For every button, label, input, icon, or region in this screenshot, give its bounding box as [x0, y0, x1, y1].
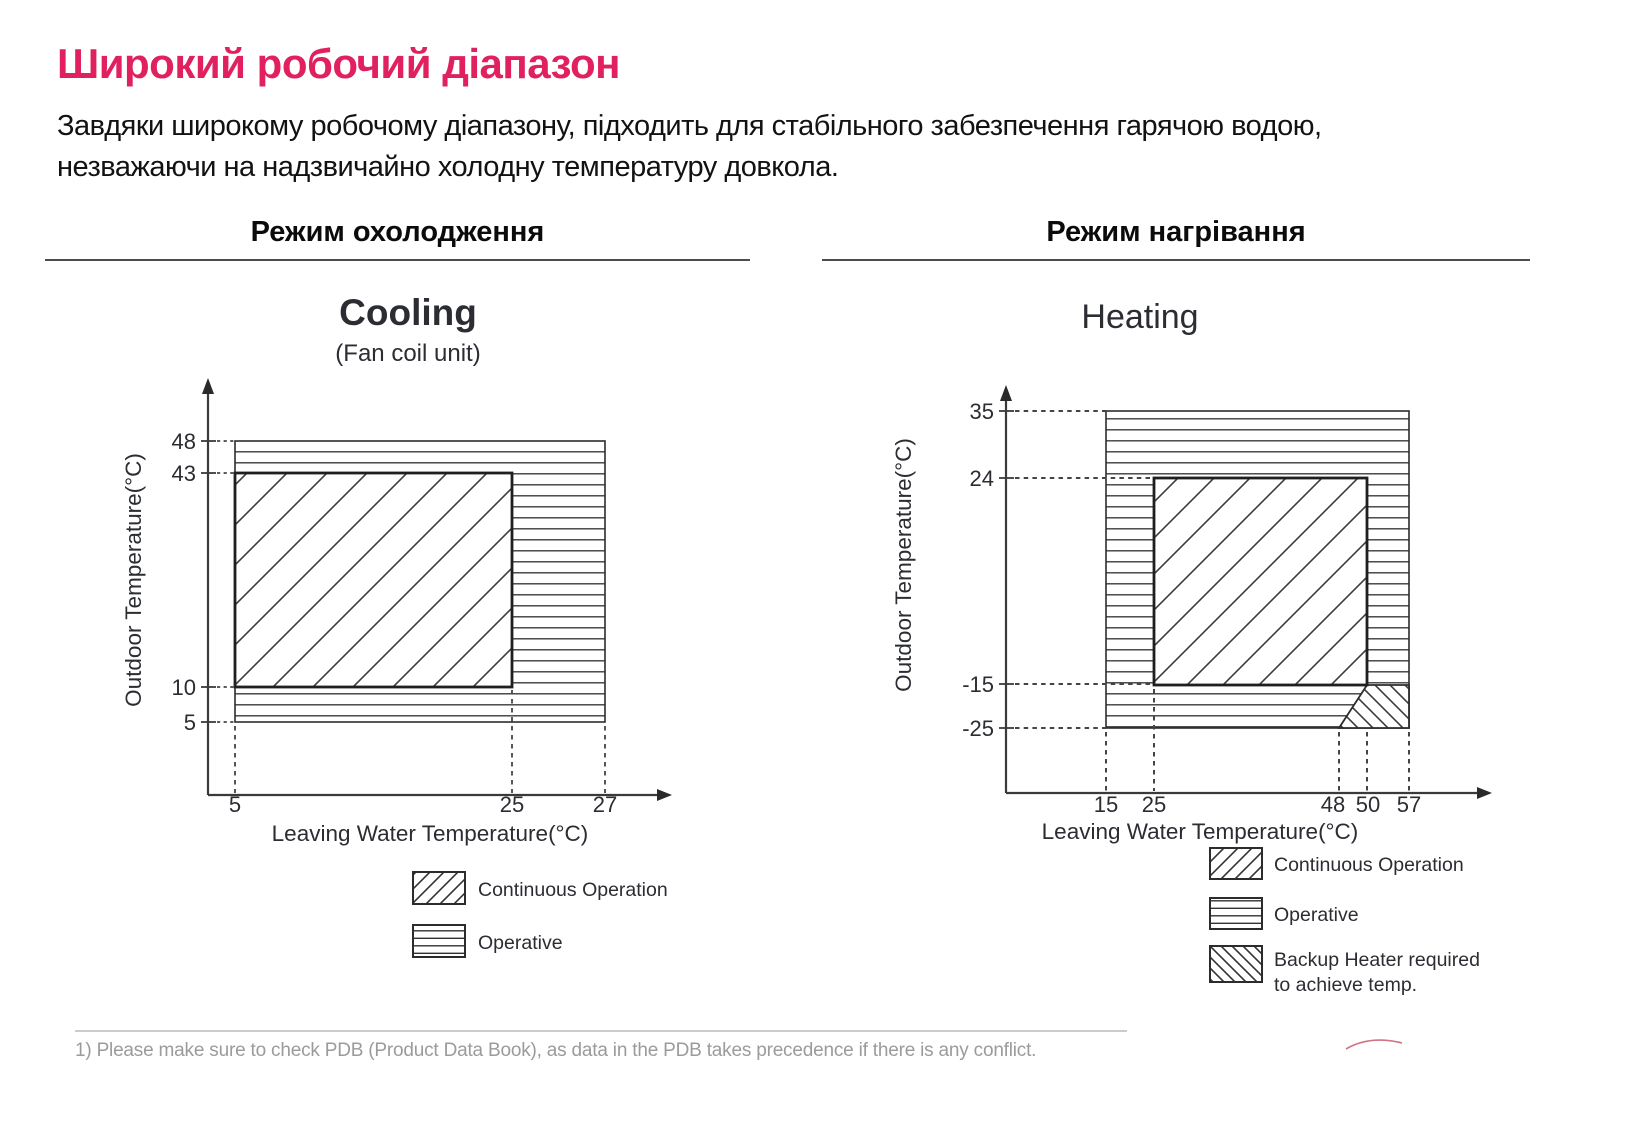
heating-chart: Heating	[891, 298, 1492, 996]
cooling-y-ticks	[201, 440, 216, 723]
heating-x-axis-label: Leaving Water Temperature(°C)	[1042, 819, 1359, 844]
cooling-xtick-5: 5	[229, 792, 241, 817]
heating-xtick-25: 25	[1142, 792, 1166, 817]
cooling-legend-operative-label: Operative	[478, 932, 563, 954]
heating-legend-continuous-label: Continuous Operation	[1274, 854, 1464, 876]
heating-legend-backup-label-line2: to achieve temp.	[1274, 974, 1417, 996]
heating-ytick-m15: -15	[962, 672, 994, 697]
cooling-x-axis-label: Leaving Water Temperature(°C)	[272, 821, 589, 846]
heating-ytick-35: 35	[970, 399, 994, 424]
cooling-ytick-48: 48	[172, 429, 196, 454]
cooling-chart: Cooling (Fan coil unit) 48 43 1	[121, 292, 672, 958]
heating-xtick-48: 48	[1321, 792, 1345, 817]
cooling-y-axis-arrow-icon	[202, 378, 214, 394]
cooling-continuous-region	[233, 471, 514, 689]
heating-y-axis-arrow-icon	[1000, 385, 1012, 401]
footnote: 1) Please make sure to check PDB (Produc…	[75, 1030, 1127, 1062]
cooling-ytick-10: 10	[172, 675, 196, 700]
heating-backup-region	[1337, 684, 1410, 729]
cooling-ytick-43: 43	[172, 461, 196, 486]
page-title: Широкий робочий діапазон	[57, 40, 621, 87]
heating-ytick-m25: -25	[962, 716, 994, 741]
intro-line-1: Завдяки широкому робочому діапазону, під…	[57, 110, 1322, 142]
cooling-y-axis-label: Outdoor Temperature(°C)	[121, 453, 146, 707]
heating-continuous-region	[1152, 476, 1369, 687]
heating-legend-backup-swatch	[1209, 945, 1263, 983]
swoosh-decoration	[1345, 1039, 1403, 1050]
intro-paragraph: Завдяки широкому робочому діапазону, під…	[57, 106, 1322, 188]
heating-xtick-15: 15	[1094, 792, 1118, 817]
cooling-xtick-25: 25	[500, 792, 524, 817]
cooling-xtick-27: 27	[593, 792, 617, 817]
heating-x-leaders	[1105, 689, 1410, 791]
heating-xtick-50: 50	[1356, 792, 1380, 817]
heating-legend-operative-swatch	[1209, 897, 1263, 930]
cooling-legend-continuous-label: Continuous Operation	[478, 879, 668, 901]
heating-mode-header: Режим нагрівання	[822, 216, 1530, 261]
heating-legend-backup-label-line1: Backup Heater required	[1274, 949, 1480, 971]
cooling-mode-header: Режим охолодження	[45, 216, 750, 261]
heating-y-axis-label: Outdoor Temperature(°C)	[891, 438, 916, 692]
intro-line-2: незважаючи на надзвичайно холодну темпер…	[57, 151, 839, 184]
cooling-subtitle: (Fan coil unit)	[335, 340, 480, 367]
heating-y-leaders	[1015, 410, 1152, 729]
heating-legend-continuous-swatch	[1209, 847, 1263, 880]
cooling-y-leaders	[217, 440, 235, 723]
cooling-legend-continuous-swatch	[412, 871, 466, 905]
cooling-x-axis-arrow-icon	[657, 789, 672, 801]
heating-xtick-57: 57	[1397, 792, 1421, 817]
cooling-ytick-5: 5	[184, 710, 196, 735]
heating-title: Heating	[1081, 298, 1198, 336]
heating-legend-operative-label: Operative	[1274, 904, 1359, 926]
heating-y-ticks	[999, 410, 1014, 729]
cooling-legend-operative-swatch	[412, 924, 466, 958]
heating-ytick-24: 24	[970, 466, 994, 491]
cooling-title: Cooling	[339, 292, 477, 333]
heating-x-axis-arrow-icon	[1477, 787, 1492, 799]
cooling-x-leaders	[234, 690, 606, 793]
